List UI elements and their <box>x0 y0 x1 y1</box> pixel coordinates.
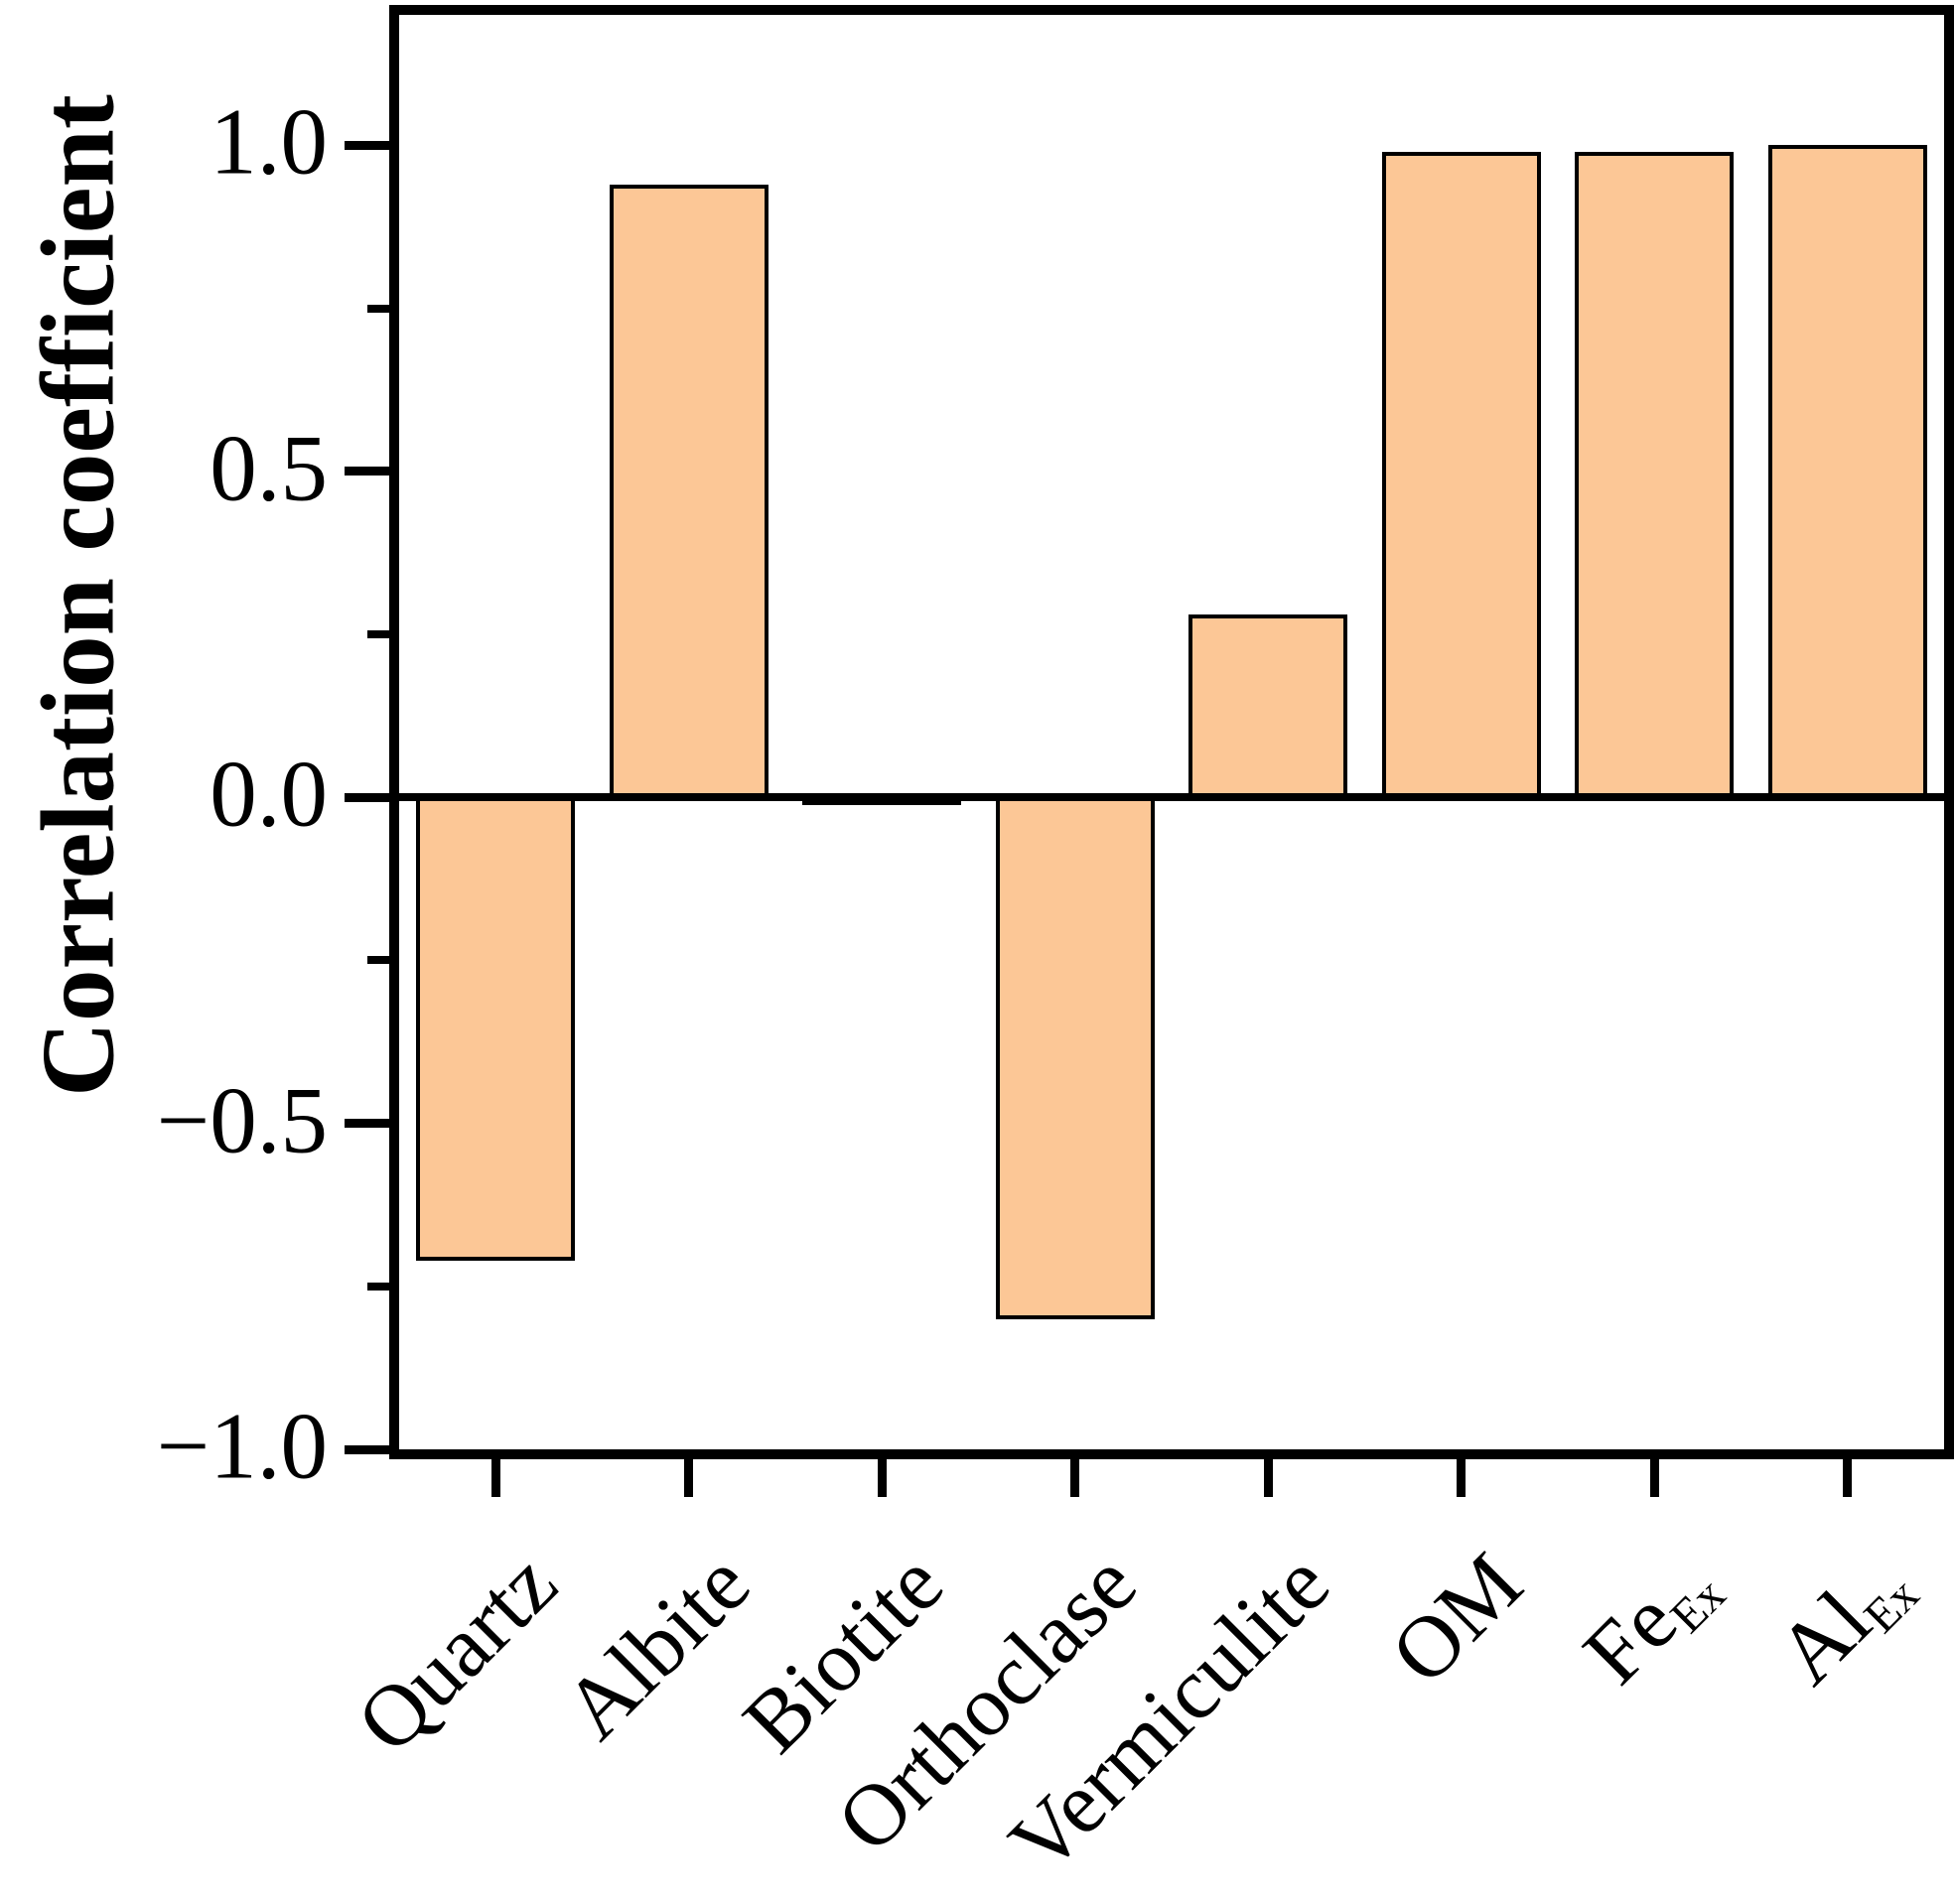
x-tick-label-om: OM <box>1373 1535 1541 1702</box>
y-tick-major <box>345 467 389 476</box>
bar-orthoclase <box>995 797 1155 1319</box>
x-tick <box>490 1459 500 1497</box>
plot-area-frame <box>389 5 1954 1459</box>
y-tick-minor <box>367 1282 389 1291</box>
x-tick <box>1649 1459 1659 1497</box>
y-tick-label: 1.0 <box>210 89 328 196</box>
y-tick-major <box>345 792 389 802</box>
x-tick <box>1070 1459 1080 1497</box>
bar-quartz <box>416 797 576 1261</box>
x-tick <box>1843 1459 1853 1497</box>
x-tick <box>1457 1459 1467 1497</box>
x-tick-label-albite: Albite <box>546 1535 768 1757</box>
x-tick-label-text: Quartz <box>339 1535 576 1772</box>
bar-albite <box>609 184 768 798</box>
y-tick-minor <box>367 956 389 965</box>
y-tick-label: −1.0 <box>156 1393 328 1499</box>
x-tick-label-fe-ex: FeEx <box>1566 1539 1736 1703</box>
y-tick-label: 0.5 <box>210 415 328 521</box>
y-tick-minor <box>367 629 389 638</box>
bar-al-ex <box>1767 145 1927 798</box>
x-tick <box>684 1459 694 1497</box>
x-tick-label-text: OM <box>1372 1535 1541 1703</box>
y-tick-major <box>345 1444 389 1454</box>
x-tick-label-text: Albite <box>545 1535 768 1758</box>
y-tick-label: −0.5 <box>156 1067 328 1173</box>
y-tick-label: 0.0 <box>210 741 328 847</box>
x-tick-label-quartz: Quartz <box>339 1535 575 1771</box>
x-tick <box>1263 1459 1273 1497</box>
bar-vermiculite <box>1188 614 1348 798</box>
y-axis-title: Correlation coefficient <box>19 94 136 1097</box>
zero-baseline <box>399 793 1944 802</box>
y-tick-major <box>345 140 389 150</box>
bar-fe-ex <box>1575 151 1735 798</box>
x-tick <box>877 1459 887 1497</box>
y-tick-minor <box>367 304 389 313</box>
bar-om <box>1381 151 1541 798</box>
x-tick-label-al-ex: AlEx <box>1759 1539 1929 1703</box>
y-tick-major <box>345 1119 389 1129</box>
